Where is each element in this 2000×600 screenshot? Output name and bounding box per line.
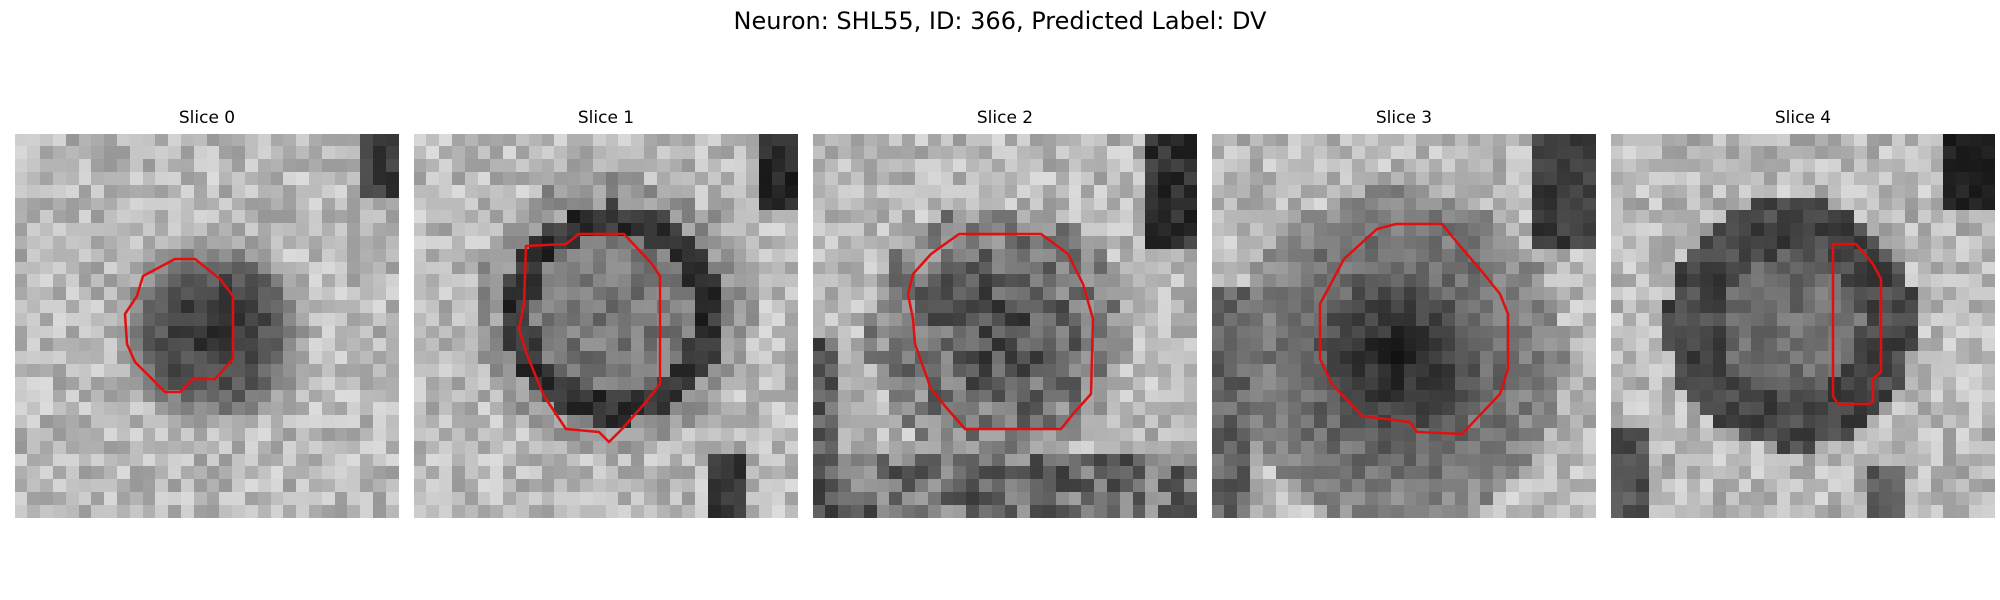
slice-image-2 (813, 134, 1197, 518)
slice-image-0 (15, 134, 399, 518)
slice-overlay-3 (1318, 222, 1510, 436)
slice-contour-3 (1318, 222, 1510, 436)
slice-contour-0 (123, 257, 235, 394)
slice-overlay-2 (906, 232, 1095, 431)
slice-title-2: Slice 2 (976, 108, 1034, 128)
slice-overlay-0 (123, 257, 235, 394)
slice-title-3: Slice 3 (1375, 108, 1433, 128)
slice-panel-1: Slice 1 (414, 108, 798, 518)
slice-overlay-4 (1831, 242, 1883, 406)
slice-panel-0: Slice 0 (15, 108, 399, 518)
slice-panel-2: Slice 2 (813, 108, 1197, 518)
slice-contour-1 (517, 232, 662, 444)
slice-contour-4 (1831, 242, 1883, 406)
slice-panel-4: Slice 4 (1611, 108, 1995, 518)
slice-title-0: Slice 0 (178, 108, 236, 128)
slice-image-3 (1212, 134, 1596, 518)
slice-image-4 (1611, 134, 1995, 518)
slice-image-1 (414, 134, 798, 518)
slice-panel-3: Slice 3 (1212, 108, 1596, 518)
slice-title-1: Slice 1 (577, 108, 635, 128)
slice-contour-2 (906, 232, 1095, 431)
figure-title: Neuron: SHL55, ID: 366, Predicted Label:… (733, 7, 1267, 35)
slice-overlay-1 (517, 232, 662, 444)
slice-title-4: Slice 4 (1774, 108, 1832, 128)
